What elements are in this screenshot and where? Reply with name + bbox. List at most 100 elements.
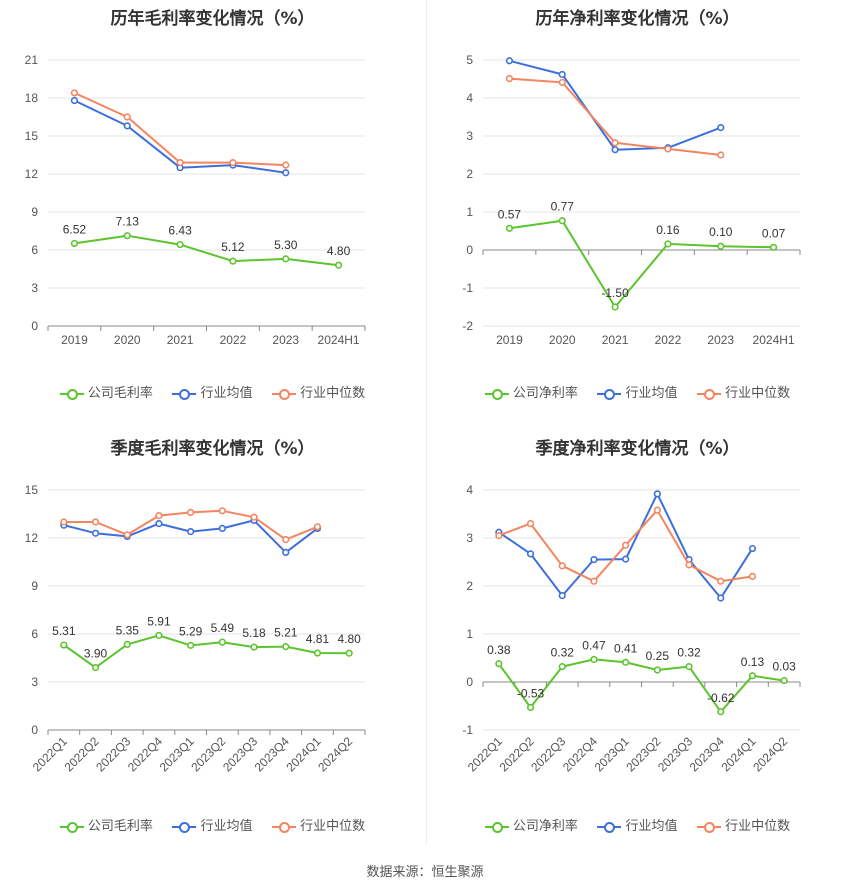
data-point[interactable] xyxy=(748,672,757,680)
legend-item-company[interactable]: 公司毛利率 xyxy=(59,815,153,834)
y-tick-label: 3 xyxy=(31,281,38,295)
data-point[interactable] xyxy=(653,490,661,498)
data-point[interactable] xyxy=(250,643,258,651)
data-point[interactable] xyxy=(495,531,503,540)
data-point[interactable] xyxy=(717,708,725,716)
chart-legend: 公司净利率 行业均值 行业中位数 xyxy=(425,382,850,401)
data-point[interactable] xyxy=(505,224,514,232)
data-point[interactable] xyxy=(748,544,757,553)
legend-item-industry-avg[interactable]: 行业均值 xyxy=(597,382,678,401)
data-point[interactable] xyxy=(91,664,100,672)
data-point[interactable] xyxy=(91,518,100,526)
data-point[interactable] xyxy=(622,555,630,563)
data-point[interactable] xyxy=(155,519,163,528)
data-point[interactable] xyxy=(123,232,131,240)
data-point[interactable] xyxy=(282,643,290,651)
data-point[interactable] xyxy=(60,518,68,526)
data-point[interactable] xyxy=(91,529,100,537)
data-point[interactable] xyxy=(717,242,725,250)
data-point[interactable] xyxy=(123,122,131,130)
legend-label: 行业均值 xyxy=(625,818,678,833)
data-label: 5.91 xyxy=(147,614,171,628)
data-point[interactable] xyxy=(717,594,725,602)
data-point[interactable] xyxy=(123,113,131,121)
data-point[interactable] xyxy=(282,535,290,544)
legend-item-industry-median[interactable]: 行业中位数 xyxy=(272,815,365,834)
legend-item-industry-avg[interactable]: 行业均值 xyxy=(172,815,253,834)
data-point[interactable] xyxy=(495,660,503,668)
data-point[interactable] xyxy=(282,548,290,556)
data-point[interactable] xyxy=(611,303,619,311)
data-point[interactable] xyxy=(653,506,661,514)
data-point[interactable] xyxy=(526,550,535,558)
legend-item-industry-avg[interactable]: 行业均值 xyxy=(597,815,678,834)
data-point[interactable] xyxy=(505,57,514,65)
data-point[interactable] xyxy=(622,658,630,666)
legend-item-industry-median[interactable]: 行业中位数 xyxy=(272,382,365,401)
data-point[interactable] xyxy=(70,89,79,97)
data-point[interactable] xyxy=(187,508,195,516)
data-point[interactable] xyxy=(717,577,725,585)
data-point[interactable] xyxy=(611,139,619,147)
data-point[interactable] xyxy=(558,663,566,671)
data-point[interactable] xyxy=(218,507,226,515)
data-point[interactable] xyxy=(123,640,131,648)
legend-label: 公司毛利率 xyxy=(87,385,153,400)
data-point[interactable] xyxy=(70,96,79,105)
data-point[interactable] xyxy=(60,641,68,649)
data-point[interactable] xyxy=(526,519,535,528)
legend-item-company[interactable]: 公司净利率 xyxy=(484,815,578,834)
data-point[interactable] xyxy=(748,572,757,580)
data-point[interactable] xyxy=(187,527,195,536)
data-point[interactable] xyxy=(590,655,598,664)
legend-item-industry-median[interactable]: 行业中位数 xyxy=(697,382,790,401)
legend-item-company[interactable]: 公司净利率 xyxy=(484,382,578,401)
data-point[interactable] xyxy=(622,541,630,549)
data-point[interactable] xyxy=(590,556,598,564)
data-point[interactable] xyxy=(229,159,237,167)
data-point[interactable] xyxy=(250,513,258,521)
data-point[interactable] xyxy=(664,145,672,153)
data-point[interactable] xyxy=(313,649,322,657)
data-point[interactable] xyxy=(282,255,290,263)
data-point[interactable] xyxy=(313,523,322,531)
data-point[interactable] xyxy=(218,524,226,532)
data-point[interactable] xyxy=(229,257,237,265)
data-point[interactable] xyxy=(558,217,566,225)
data-point[interactable] xyxy=(717,151,725,159)
data-point[interactable] xyxy=(218,638,226,646)
chart-legend: 公司毛利率 行业均值 行业中位数 xyxy=(0,382,425,401)
data-point[interactable] xyxy=(769,243,778,251)
data-point[interactable] xyxy=(123,531,131,539)
data-point[interactable] xyxy=(526,703,535,712)
data-point[interactable] xyxy=(70,239,79,248)
data-point[interactable] xyxy=(187,641,195,649)
data-point[interactable] xyxy=(558,70,566,79)
data-point[interactable] xyxy=(685,561,693,569)
data-point[interactable] xyxy=(176,159,184,167)
data-point[interactable] xyxy=(611,146,619,154)
data-point[interactable] xyxy=(334,261,343,269)
data-point[interactable] xyxy=(505,75,514,83)
data-point[interactable] xyxy=(685,663,693,671)
data-point[interactable] xyxy=(155,511,163,520)
data-point[interactable] xyxy=(780,676,788,685)
legend-item-industry-median[interactable]: 行业中位数 xyxy=(697,815,790,834)
data-point[interactable] xyxy=(558,592,566,600)
data-point[interactable] xyxy=(176,240,184,249)
data-point[interactable] xyxy=(345,649,353,657)
data-point[interactable] xyxy=(282,161,290,169)
legend-label: 行业中位数 xyxy=(725,385,791,400)
data-source-label: 数据来源：恒生聚源 xyxy=(366,864,484,879)
data-point[interactable] xyxy=(664,240,672,248)
y-tick-label: 15 xyxy=(25,483,39,497)
data-point[interactable] xyxy=(590,577,598,585)
data-point[interactable] xyxy=(558,562,566,570)
legend-item-company[interactable]: 公司毛利率 xyxy=(59,382,153,401)
data-point[interactable] xyxy=(653,666,661,674)
legend-item-industry-avg[interactable]: 行业均值 xyxy=(172,382,253,401)
data-point[interactable] xyxy=(558,78,566,87)
data-point[interactable] xyxy=(717,124,725,132)
data-point[interactable] xyxy=(155,631,163,640)
data-point[interactable] xyxy=(282,169,290,177)
